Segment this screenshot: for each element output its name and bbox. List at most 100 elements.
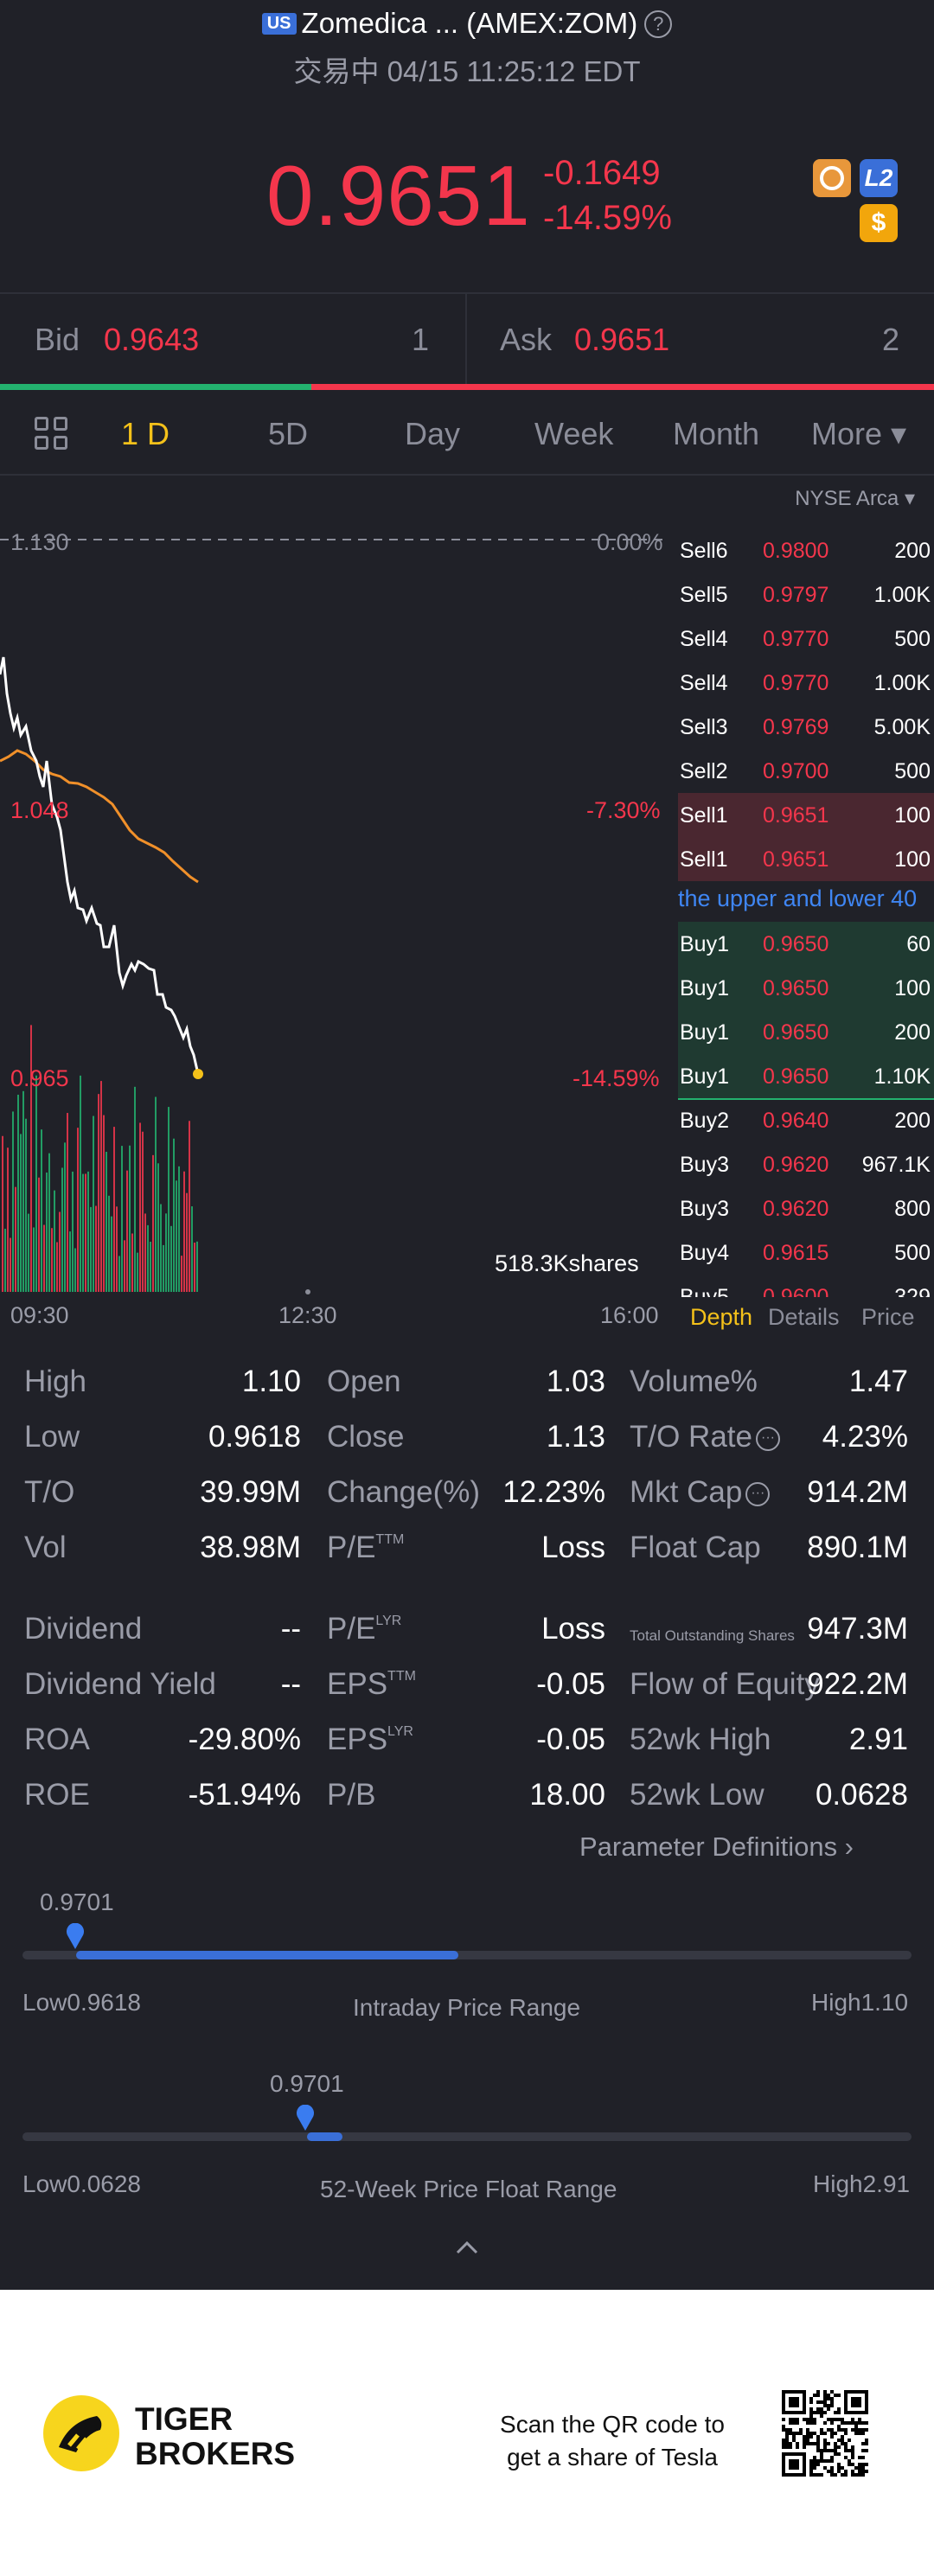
time-label-close: 16:00 xyxy=(600,1302,659,1328)
intraday-current: 0.9701 xyxy=(40,1889,114,1915)
ask-size: 2 xyxy=(882,322,900,357)
tab-5d[interactable]: 5D xyxy=(268,416,309,451)
volume-bar xyxy=(74,1248,76,1292)
order-row-buy: Buy4 0.9615 500 xyxy=(680,1241,931,1265)
intraday-title: Intraday Price Range xyxy=(353,1994,581,2021)
volume-bar xyxy=(80,1075,81,1292)
stat-value: -51.94% xyxy=(188,1778,301,1812)
tab-more[interactable]: More ▾ xyxy=(811,416,907,451)
stat-value: 914.2M xyxy=(807,1475,908,1509)
average-price-line xyxy=(0,749,199,884)
tab-1d[interactable]: 1 D xyxy=(121,416,170,451)
scan-promo-text: Scan the QR code to get a share of Tesla xyxy=(500,2411,725,2471)
volume-bar xyxy=(160,1204,162,1292)
stat-value: 4.23% xyxy=(822,1420,908,1454)
stat-label: T/O Rate ··· xyxy=(630,1420,780,1454)
order-row-sell: Sell4 0.9770 500 xyxy=(680,627,931,651)
stat-label: High xyxy=(24,1365,86,1398)
volume-bar xyxy=(95,1205,97,1292)
volume-bar xyxy=(17,1094,19,1292)
stat-label: P/ETTM xyxy=(327,1531,405,1564)
stat-value: 922.2M xyxy=(807,1667,908,1701)
info-icon[interactable]: ··· xyxy=(745,1482,771,1506)
volume-bar xyxy=(170,1225,172,1292)
tab-depth[interactable]: Depth xyxy=(690,1304,753,1330)
order-row-buy: Buy1 0.9650 200 xyxy=(678,1010,934,1054)
order-row-buy: Buy2 0.9640 200 xyxy=(680,1109,931,1133)
volume-bar xyxy=(139,1122,141,1292)
volume-bar xyxy=(186,1192,188,1292)
volume-bar xyxy=(152,1154,154,1292)
tiger-logo-icon xyxy=(43,2395,119,2471)
chevron-up-icon[interactable] xyxy=(455,2240,479,2255)
volume-bar xyxy=(90,1206,92,1292)
tab-day[interactable]: Day xyxy=(405,416,461,451)
info-icon[interactable]: ··· xyxy=(755,1427,780,1451)
volume-bar xyxy=(72,1171,74,1292)
volume-bar xyxy=(116,1206,118,1292)
volume-bar xyxy=(103,1115,105,1292)
tab-week[interactable]: Week xyxy=(534,416,614,451)
volume-bar xyxy=(189,1121,190,1292)
price-label-mid: 1.048 xyxy=(10,797,69,823)
dollar-icon[interactable]: $ xyxy=(860,204,898,242)
l2-icon[interactable]: L2 xyxy=(860,159,898,197)
price-line xyxy=(0,656,200,1075)
volume-bar xyxy=(38,1177,40,1292)
buy-divider xyxy=(678,1098,934,1100)
bid-size: 1 xyxy=(412,322,430,357)
volume-bar xyxy=(196,1241,198,1292)
stat-value: 18.00 xyxy=(529,1778,605,1812)
help-icon[interactable]: ? xyxy=(644,10,673,38)
volume-bar xyxy=(46,1172,48,1292)
stat-value: 0.0628 xyxy=(815,1778,908,1812)
stat-value: Loss xyxy=(541,1612,605,1646)
stat-value: 1.10 xyxy=(241,1365,301,1398)
tab-price[interactable]: Price xyxy=(861,1304,915,1330)
stat-value: -0.05 xyxy=(536,1723,605,1756)
intraday-range-bar xyxy=(22,1951,912,1959)
volume-bar xyxy=(82,1173,84,1292)
stat-label: Total Outstanding Shares xyxy=(630,1627,795,1644)
current-price-dot xyxy=(193,1069,203,1079)
volume-bar xyxy=(173,1138,175,1292)
bid-label: Bid xyxy=(35,322,80,357)
trading-status: 交易中 04/15 11:25:12 EDT xyxy=(293,55,641,87)
stat-label: ROE xyxy=(24,1778,90,1812)
week52-range-bar xyxy=(22,2132,912,2141)
stat-label: T/O xyxy=(24,1475,75,1509)
volume-bar xyxy=(155,1096,157,1292)
divider xyxy=(0,292,934,294)
pct-label-mid: -7.30% xyxy=(586,797,661,823)
parameter-definitions-link[interactable]: Parameter Definitions › xyxy=(579,1831,854,1862)
exchange-selector[interactable]: NYSE Arca ▾ xyxy=(795,487,915,510)
tab-details[interactable]: Details xyxy=(768,1304,840,1330)
volume-label: 518.3Kshares xyxy=(495,1250,639,1276)
week52-title: 52-Week Price Float Range xyxy=(320,2176,617,2202)
volume-bar xyxy=(168,1107,170,1292)
stock-title: US Zomedica ... (AMEX:ZOM)? xyxy=(0,7,934,40)
order-row-sell: Sell3 0.9769 5.00K xyxy=(680,715,931,739)
tab-month[interactable]: Month xyxy=(673,416,760,451)
volume-bar xyxy=(61,1167,63,1292)
ask-ratio-bar xyxy=(311,384,934,390)
grid-icon[interactable] xyxy=(35,417,69,451)
volume-bar xyxy=(25,1118,27,1292)
stat-label: Dividend Yield xyxy=(24,1667,216,1701)
volume-bar xyxy=(69,1231,71,1292)
stat-label: Close xyxy=(327,1420,405,1454)
bid-price: 0.9643 xyxy=(104,322,200,357)
volume-bar xyxy=(150,1242,151,1292)
stat-value: -0.05 xyxy=(536,1667,605,1701)
order-row-sell: Sell6 0.9800 200 xyxy=(680,539,931,563)
stat-label: Mkt Cap ··· xyxy=(630,1475,771,1510)
volume-bar xyxy=(2,1135,3,1292)
intraday-chart[interactable] xyxy=(0,476,678,1297)
no-limit-icon[interactable] xyxy=(813,159,851,197)
volume-bar xyxy=(43,1224,45,1292)
stat-value: Loss xyxy=(541,1531,605,1564)
order-row-buy: Buy1 0.9650 100 xyxy=(678,966,934,1010)
order-row-buy: Buy5 0.9600 329 xyxy=(680,1285,931,1297)
volume-bar xyxy=(28,1213,29,1292)
